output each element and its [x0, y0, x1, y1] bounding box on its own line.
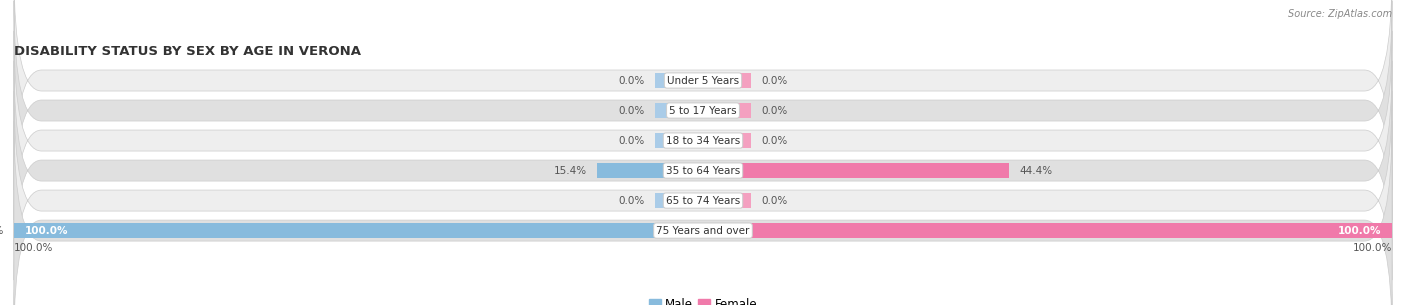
FancyBboxPatch shape [14, 121, 1392, 305]
Text: 100.0%: 100.0% [14, 243, 53, 253]
Text: 0.0%: 0.0% [619, 135, 644, 145]
Bar [655, 103, 703, 118]
Bar [703, 73, 751, 88]
Bar [655, 193, 703, 208]
Text: 100.0%: 100.0% [1353, 243, 1392, 253]
Bar [703, 193, 751, 208]
Bar [703, 163, 1010, 178]
Bar [703, 223, 1392, 238]
Text: 100.0%: 100.0% [0, 226, 4, 235]
Text: 0.0%: 0.0% [619, 196, 644, 206]
Bar [598, 163, 703, 178]
Text: 0.0%: 0.0% [619, 76, 644, 85]
Text: 35 to 64 Years: 35 to 64 Years [666, 166, 740, 176]
Text: 44.4%: 44.4% [1019, 166, 1052, 176]
FancyBboxPatch shape [14, 91, 1392, 305]
Text: 0.0%: 0.0% [619, 106, 644, 116]
Text: 100.0%: 100.0% [24, 226, 67, 235]
FancyBboxPatch shape [14, 61, 1392, 280]
FancyBboxPatch shape [14, 0, 1392, 190]
Bar [703, 103, 751, 118]
Text: Under 5 Years: Under 5 Years [666, 76, 740, 85]
Text: 18 to 34 Years: 18 to 34 Years [666, 135, 740, 145]
Legend: Male, Female: Male, Female [644, 294, 762, 305]
Text: Source: ZipAtlas.com: Source: ZipAtlas.com [1288, 9, 1392, 19]
Text: 75 Years and over: 75 Years and over [657, 226, 749, 235]
Text: 5 to 17 Years: 5 to 17 Years [669, 106, 737, 116]
FancyBboxPatch shape [14, 1, 1392, 220]
FancyBboxPatch shape [14, 31, 1392, 250]
Text: 65 to 74 Years: 65 to 74 Years [666, 196, 740, 206]
Bar [655, 133, 703, 148]
Text: 0.0%: 0.0% [762, 196, 787, 206]
Bar [14, 223, 703, 238]
Text: DISABILITY STATUS BY SEX BY AGE IN VERONA: DISABILITY STATUS BY SEX BY AGE IN VERON… [14, 45, 361, 58]
Text: 0.0%: 0.0% [762, 106, 787, 116]
Bar [703, 133, 751, 148]
Text: 15.4%: 15.4% [554, 166, 586, 176]
Bar [655, 73, 703, 88]
Text: 0.0%: 0.0% [762, 76, 787, 85]
Text: 100.0%: 100.0% [1339, 226, 1382, 235]
Text: 0.0%: 0.0% [762, 135, 787, 145]
